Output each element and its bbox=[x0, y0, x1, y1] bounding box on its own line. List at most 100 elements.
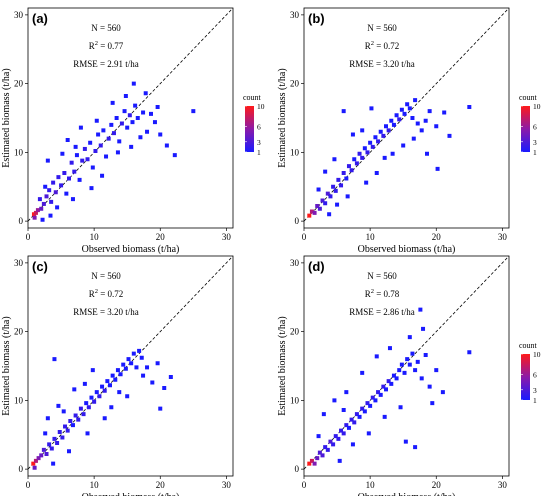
heatmap-cell bbox=[141, 373, 146, 378]
heatmap-cell bbox=[89, 186, 94, 191]
heatmap-cell bbox=[360, 370, 365, 375]
heatmap-cell bbox=[407, 362, 412, 367]
heatmap-cell bbox=[328, 439, 333, 444]
x-axis-label: Observed biomass (t/ha) bbox=[358, 244, 456, 255]
legend-tick-label: 3 bbox=[533, 386, 537, 395]
heatmap-cell bbox=[32, 465, 37, 470]
heatmap-cell bbox=[398, 405, 403, 410]
heatmap-cell bbox=[127, 113, 132, 118]
heatmap-cell bbox=[312, 461, 317, 466]
y-tick-label: 10 bbox=[14, 395, 24, 405]
heatmap-cell bbox=[82, 146, 87, 151]
panel-label: (a) bbox=[32, 11, 48, 26]
heatmap-cell bbox=[31, 461, 36, 466]
heatmap-cell bbox=[341, 109, 346, 114]
heatmap-cell bbox=[346, 425, 351, 430]
heatmap-cell bbox=[320, 198, 325, 203]
heatmap-cell bbox=[60, 151, 65, 156]
heatmap-cell bbox=[317, 450, 322, 455]
legend-title: count bbox=[243, 93, 262, 102]
heatmap-cell bbox=[430, 401, 435, 406]
heatmap-cell bbox=[41, 447, 46, 452]
legend-tick-label: 10 bbox=[257, 102, 265, 111]
heatmap-cell bbox=[115, 150, 120, 155]
panel-label: (b) bbox=[308, 11, 325, 26]
heatmap-cell bbox=[333, 434, 338, 439]
heatmap-cell bbox=[145, 129, 150, 134]
heatmap-cell bbox=[335, 202, 340, 207]
heatmap-cell bbox=[62, 171, 67, 175]
stat-n: N = 560 bbox=[367, 271, 397, 281]
heatmap-cell bbox=[64, 191, 69, 196]
x-tick-label: 10 bbox=[90, 232, 100, 242]
heatmap-cell bbox=[78, 406, 83, 411]
heatmap-cell bbox=[399, 362, 404, 367]
heatmap-cell bbox=[384, 124, 388, 129]
heatmap-cell bbox=[368, 140, 373, 145]
x-tick-label: 0 bbox=[26, 480, 31, 490]
x-tick-label: 30 bbox=[222, 232, 232, 242]
heatmap-cell bbox=[373, 398, 378, 403]
heatmap-cell bbox=[162, 386, 167, 390]
heatmap-cell bbox=[138, 135, 143, 140]
heatmap-cell bbox=[81, 412, 86, 417]
heatmap-cell bbox=[96, 132, 101, 137]
heatmap-cell bbox=[386, 128, 391, 133]
y-tick-label: 30 bbox=[290, 10, 300, 20]
heatmap-cell bbox=[467, 350, 472, 355]
x-tick-label: 30 bbox=[498, 480, 508, 490]
heatmap-cell bbox=[374, 354, 379, 359]
heatmap-cell bbox=[45, 416, 50, 421]
heatmap-cell bbox=[94, 118, 99, 123]
stat-rmse: RMSE = 2.91 t/ha bbox=[73, 59, 139, 69]
heatmap-cell bbox=[55, 205, 60, 210]
heatmap-cell bbox=[341, 171, 346, 175]
heatmap-cell bbox=[68, 419, 73, 423]
heatmap-cell bbox=[52, 436, 57, 441]
legend-tick-label: 6 bbox=[257, 122, 261, 131]
heatmap-cell bbox=[137, 348, 142, 353]
heatmap-cell bbox=[59, 183, 64, 188]
x-tick-label: 20 bbox=[156, 232, 166, 242]
heatmap-cell bbox=[164, 143, 169, 148]
heatmap-cell bbox=[418, 307, 423, 312]
heatmap-cell bbox=[325, 447, 330, 452]
heatmap-cell bbox=[134, 365, 139, 370]
plot-frame bbox=[303, 7, 510, 229]
heatmap-cell bbox=[49, 446, 54, 451]
heatmap-cell bbox=[35, 208, 40, 213]
heatmap-cell bbox=[105, 379, 110, 384]
heatmap-cell bbox=[360, 128, 365, 133]
legend-title: count bbox=[519, 93, 538, 102]
heatmap-cell bbox=[123, 94, 128, 98]
stat-r2: R2 = 0.77 bbox=[89, 40, 124, 51]
panel-c: 00 10 10 20 20 30 30 Observed biomass (t/ha) Est… bbox=[1, 255, 234, 496]
heatmap-cell bbox=[33, 458, 38, 463]
heatmap-cell bbox=[121, 362, 126, 367]
heatmap-cell bbox=[93, 149, 98, 153]
heatmap-cell bbox=[70, 423, 75, 428]
stat-r2: R2 = 0.78 bbox=[365, 288, 400, 299]
plot-frame bbox=[303, 255, 510, 477]
heatmap-cell bbox=[111, 131, 116, 136]
heatmap-cell bbox=[33, 210, 38, 215]
heatmap-cell bbox=[44, 452, 49, 456]
heatmap-cell bbox=[100, 173, 105, 178]
heatmap-cell bbox=[434, 124, 439, 129]
heatmap-cell bbox=[85, 157, 90, 162]
heatmap-cell bbox=[397, 368, 402, 373]
heatmap-cell bbox=[51, 180, 56, 185]
heatmap-cell bbox=[435, 166, 440, 171]
heatmap-cell bbox=[421, 326, 426, 331]
heatmap-cell bbox=[63, 424, 68, 429]
heatmap-cell bbox=[143, 91, 148, 96]
heatmap-cell bbox=[362, 409, 367, 414]
heatmap-cell bbox=[45, 158, 50, 163]
heatmap-cell bbox=[341, 431, 346, 436]
heatmap-cell bbox=[36, 456, 41, 461]
legend-title: count bbox=[519, 341, 538, 350]
heatmap-cell bbox=[125, 394, 130, 399]
y-tick-label: 20 bbox=[14, 327, 24, 337]
y-tick-label: 20 bbox=[290, 79, 300, 89]
heatmap-cell bbox=[88, 140, 93, 145]
